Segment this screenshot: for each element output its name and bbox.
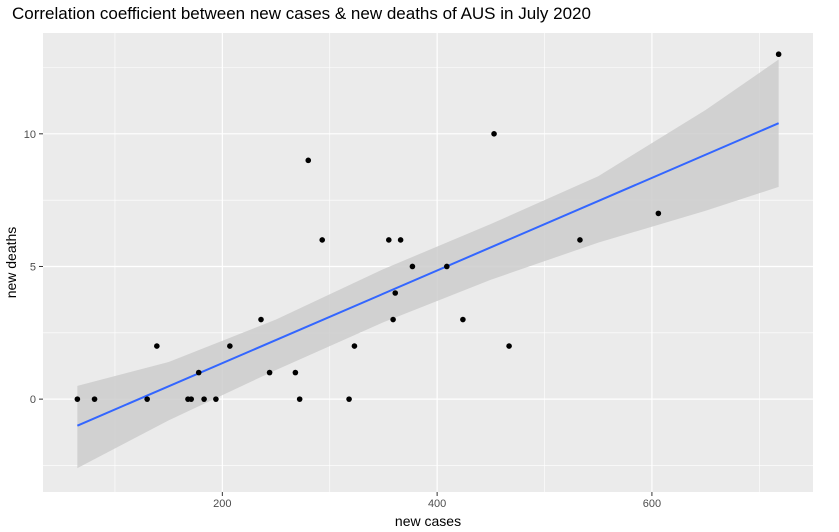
data-point (292, 369, 299, 376)
y-axis-label: new deaths (3, 227, 19, 299)
data-point (443, 263, 450, 270)
data-point (91, 396, 98, 402)
data-point (201, 396, 207, 402)
x-tick-label: 200 (213, 498, 231, 510)
data-point (319, 237, 326, 243)
y-axis-ticks: 0 5 10 (24, 129, 43, 406)
data-point (390, 316, 396, 323)
chart-title: Correlation coefficient between new case… (12, 4, 591, 23)
y-tick-label: 5 (30, 261, 36, 273)
data-point (346, 396, 352, 402)
data-point (397, 237, 404, 243)
x-axis-ticks: 200 400 600 (213, 492, 661, 510)
data-points (74, 51, 782, 402)
data-point (351, 343, 358, 349)
data-point (655, 210, 662, 217)
y-tick-label: 10 (24, 129, 36, 141)
data-point (144, 396, 150, 402)
data-point (266, 369, 273, 376)
data-point (154, 343, 160, 349)
data-point (296, 396, 303, 402)
data-point (460, 316, 466, 323)
data-point (775, 51, 782, 58)
data-point (392, 290, 399, 296)
data-point (491, 131, 497, 137)
data-point (409, 263, 416, 270)
regression-line (76, 122, 780, 427)
data-point (227, 343, 233, 349)
y-tick-label: 0 (30, 394, 36, 406)
data-point (386, 237, 392, 243)
data-point (188, 396, 195, 402)
data-point (577, 237, 583, 243)
confidence-band (77, 59, 779, 469)
data-point (258, 316, 264, 323)
data-point (213, 396, 219, 402)
data-point (506, 343, 512, 349)
x-tick-label: 400 (428, 498, 446, 510)
data-point (195, 369, 202, 376)
x-tick-label: 600 (643, 498, 661, 510)
x-axis-label: new cases (395, 513, 461, 529)
data-point (305, 157, 312, 164)
data-point (74, 396, 81, 402)
